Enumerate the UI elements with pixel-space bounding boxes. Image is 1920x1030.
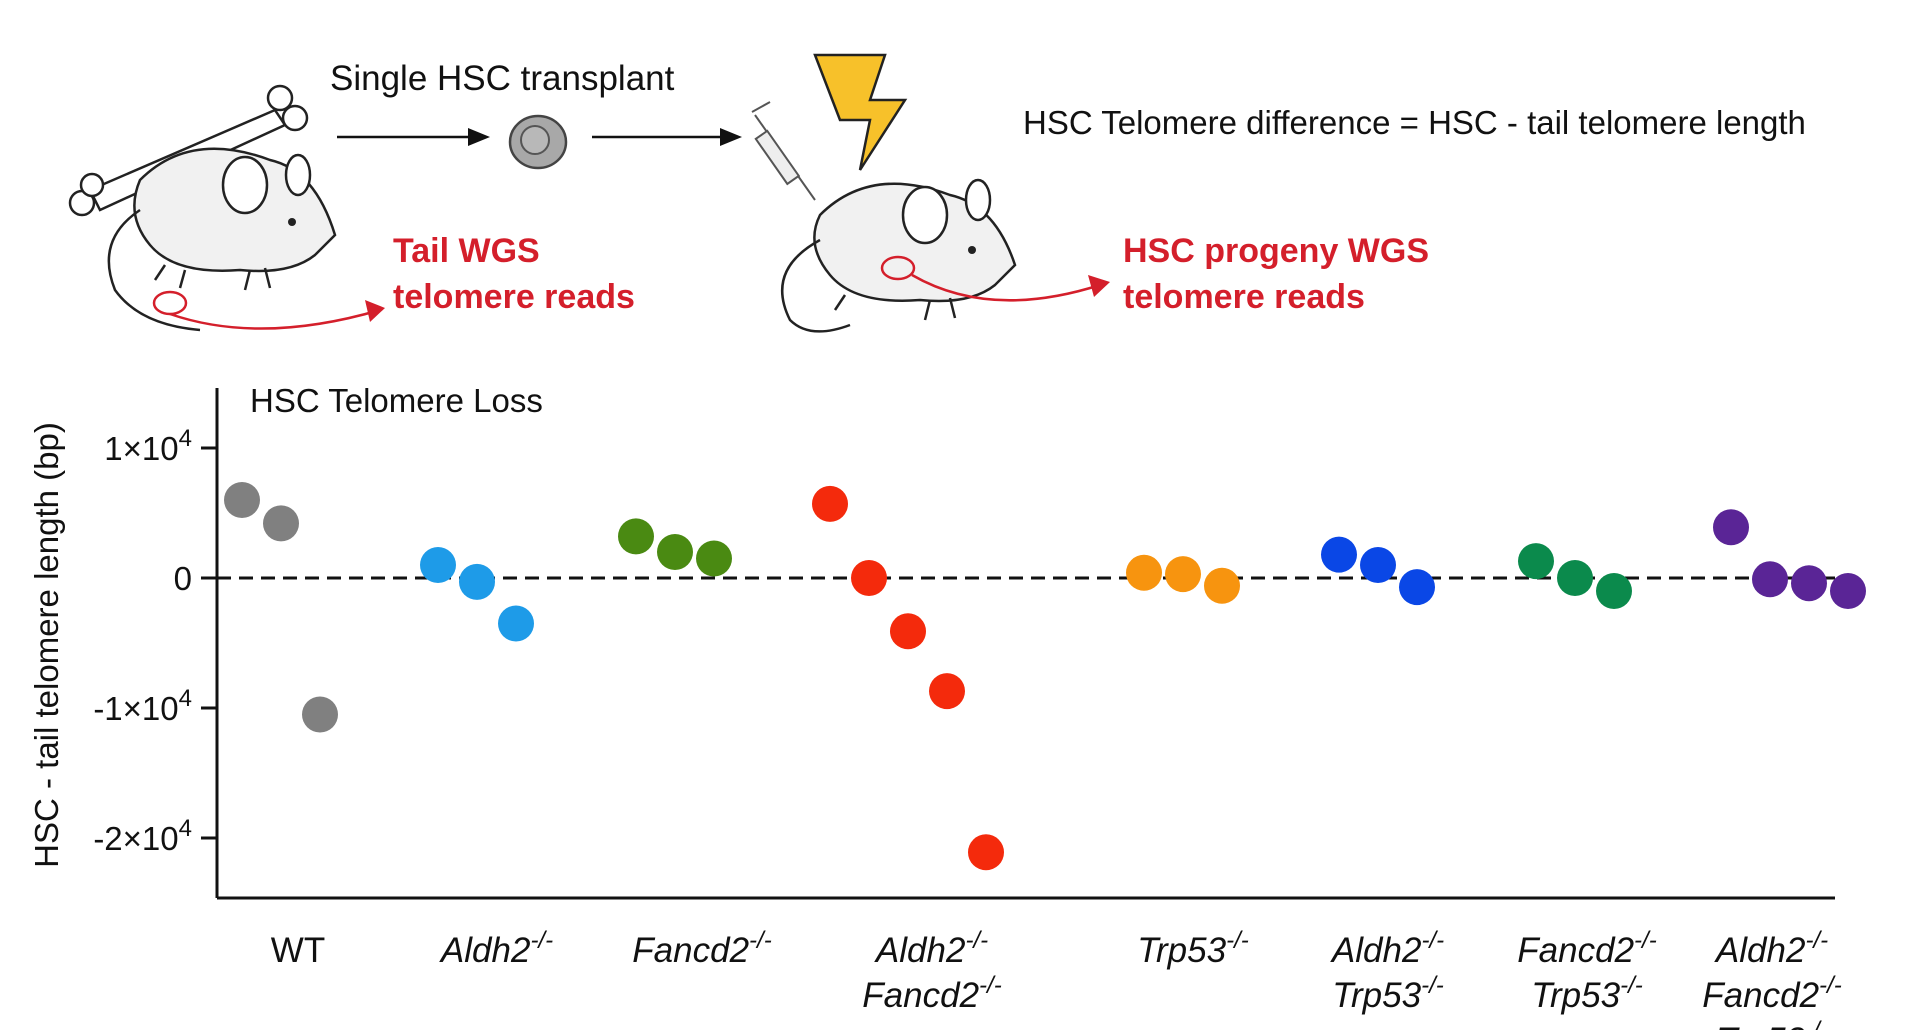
progeny-sample-arrow bbox=[911, 273, 1101, 302]
schematic: Tail WGS telomere reads Single HSC trans… bbox=[68, 53, 1806, 333]
data-point bbox=[1518, 543, 1554, 580]
y-tick-label: -1×104 bbox=[93, 685, 192, 727]
x-category-labels: WT Aldh2-/- Fancd2-/- Aldh2-/-Fancd2-/-Trp5… bbox=[271, 927, 1842, 1030]
y-tick-label: -2×104 bbox=[93, 815, 192, 857]
data-points bbox=[224, 482, 1866, 871]
progeny-label-line2: telomere reads bbox=[1123, 278, 1365, 316]
tail-label-line2: telomere reads bbox=[393, 278, 635, 316]
data-point bbox=[1713, 509, 1749, 546]
data-point bbox=[812, 485, 848, 522]
donor-mouse-icon bbox=[107, 147, 337, 332]
y-axis-label: HSC - tail telomere length (bp) bbox=[28, 422, 65, 868]
data-point bbox=[618, 518, 654, 555]
x-category-label: Fancd2-/- bbox=[1702, 972, 1841, 1015]
data-point bbox=[968, 834, 1004, 871]
x-category-label: Aldh2-/- bbox=[439, 927, 553, 970]
progeny-label-line1: HSC progeny WGS bbox=[1123, 232, 1429, 270]
data-point bbox=[1126, 554, 1162, 591]
y-tick-label: 0 bbox=[174, 560, 192, 597]
syringe-icon bbox=[751, 101, 816, 201]
tail-sample-marker bbox=[152, 290, 188, 316]
data-point bbox=[420, 547, 456, 583]
hsc-cell-icon bbox=[508, 114, 568, 170]
telomere-chart: HSC Telomere Loss HSC - tail telomere le… bbox=[28, 382, 1866, 1030]
data-point bbox=[1165, 556, 1201, 593]
arrow-to-recipient-head bbox=[720, 128, 742, 146]
data-point bbox=[657, 534, 693, 570]
arrow-to-cell-head bbox=[468, 128, 490, 146]
x-category-label: Fancd2-/- bbox=[1517, 927, 1656, 970]
data-point bbox=[224, 482, 260, 518]
y-tick-label: 1×104 bbox=[104, 425, 192, 467]
x-category-label: Aldh2-/- bbox=[874, 927, 988, 970]
data-point bbox=[696, 540, 732, 577]
tail-label-line1: Tail WGS bbox=[393, 232, 540, 270]
data-point bbox=[929, 673, 965, 710]
data-point bbox=[1830, 573, 1866, 609]
data-point bbox=[890, 613, 926, 650]
progeny-sample-marker bbox=[880, 255, 916, 281]
x-category-label: Aldh2-/- bbox=[1330, 927, 1444, 970]
irradiation-bolt-icon bbox=[813, 53, 908, 171]
x-category-label: WT bbox=[271, 931, 325, 970]
x-category-label: Fancd2-/- bbox=[862, 972, 1001, 1015]
x-category-label: Aldh2-/- bbox=[1714, 927, 1828, 970]
y-ticks: 1×104 0 -1×104 -2×104 bbox=[93, 425, 217, 857]
x-category-label: Trp53-/- bbox=[1137, 927, 1249, 970]
x-category-label: Trp53-/- bbox=[1332, 972, 1444, 1015]
data-point bbox=[1399, 569, 1435, 606]
data-point bbox=[263, 505, 299, 542]
x-category-label: Trp53-/- bbox=[1531, 972, 1643, 1015]
data-point bbox=[1321, 536, 1357, 573]
x-category-label: Fancd2-/- bbox=[632, 927, 771, 970]
data-point bbox=[851, 560, 887, 596]
data-point bbox=[1557, 560, 1593, 596]
x-category-label: Trp53-/- bbox=[1716, 1017, 1828, 1030]
data-point bbox=[459, 563, 495, 600]
tail-sample-arrowhead bbox=[365, 300, 385, 322]
formula-text: HSC Telomere difference = HSC - tail tel… bbox=[1023, 104, 1806, 141]
chart-title: HSC Telomere Loss bbox=[250, 382, 543, 419]
data-point bbox=[1752, 561, 1788, 598]
progeny-sample-arrowhead bbox=[1088, 275, 1110, 297]
data-point bbox=[1791, 565, 1827, 602]
transplant-label: Single HSC transplant bbox=[330, 59, 675, 98]
recipient-mouse-icon bbox=[781, 178, 1017, 333]
data-point bbox=[1596, 573, 1632, 609]
data-point bbox=[1360, 547, 1396, 583]
data-point bbox=[302, 696, 338, 733]
tail-sample-arrow bbox=[169, 308, 381, 330]
data-point bbox=[1204, 567, 1240, 604]
data-point bbox=[498, 605, 534, 642]
